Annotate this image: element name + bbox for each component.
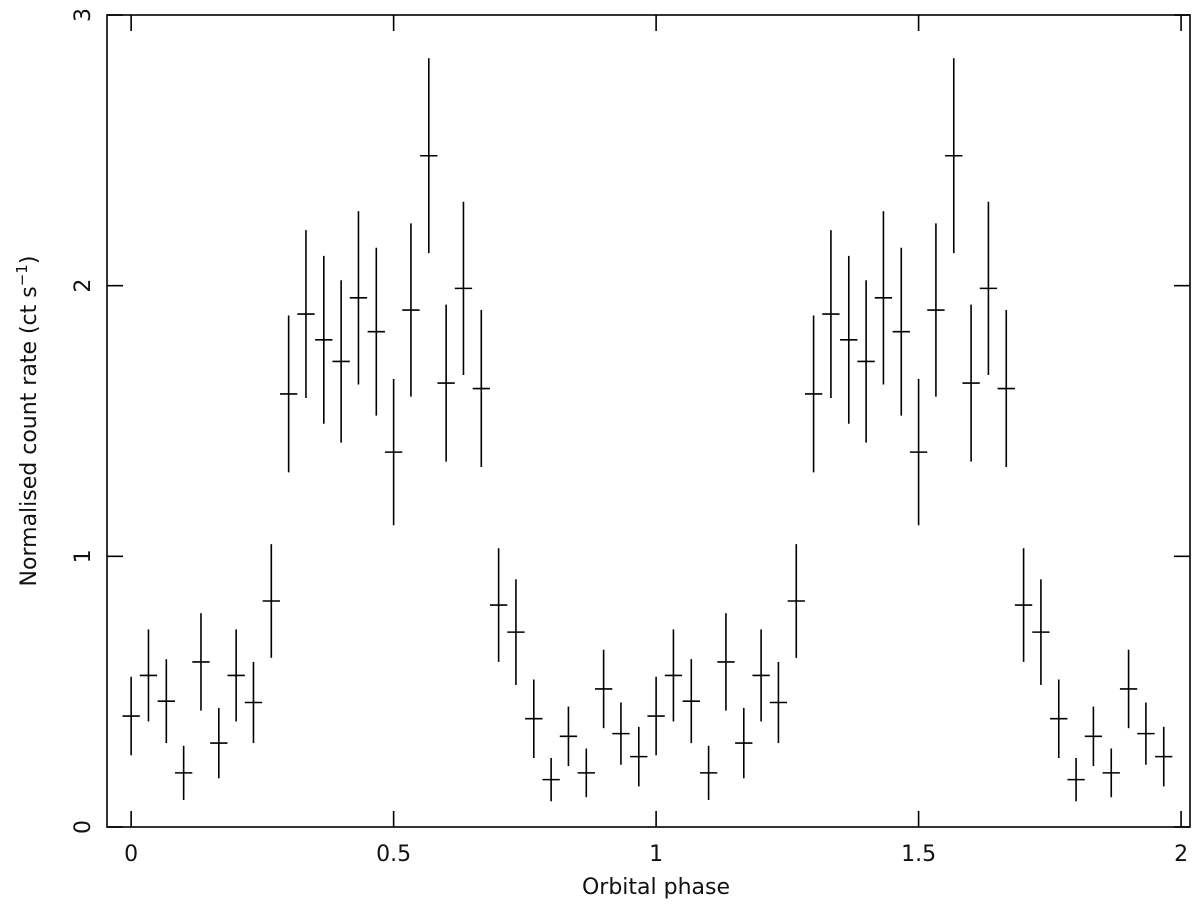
y-tick-label: 0 [71,820,96,834]
y-tick-label: 1 [71,549,96,563]
plot-frame [106,14,1191,828]
y-label-superscript: −1 [13,264,31,286]
y-label-text: Normalised count rate (ct s [17,286,42,586]
y-tick-label: 2 [71,279,96,293]
y-axis-label: Normalised count rate (ct s−1) [13,256,43,587]
x-axis-label: Orbital phase [582,875,730,900]
x-tick-label: 1.5 [901,842,936,867]
y-tick-label: 3 [71,8,96,22]
x-tick-label: 2 [1174,842,1188,867]
x-tick-label: 1 [649,842,663,867]
x-tick-label: 0 [124,842,138,867]
y-label-suffix: ) [17,256,42,265]
x-tick-label: 0.5 [376,842,411,867]
